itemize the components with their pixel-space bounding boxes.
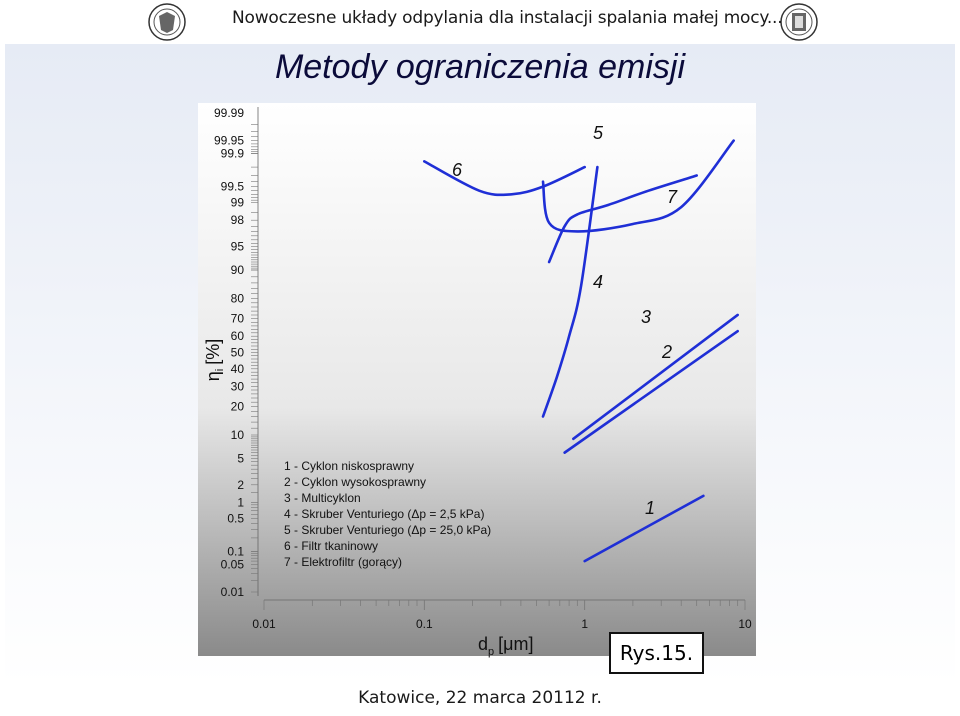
curve-7 [541, 139, 735, 233]
y-tick-label: 0.5 [227, 511, 244, 525]
university-crest-left-icon [148, 3, 186, 41]
curve-2 [572, 313, 739, 441]
legend-entry: 2 - Cyklon wysokosprawny [284, 475, 426, 489]
x-axis-unit: [μm] [498, 634, 533, 654]
y-axis-unit: [%] [203, 339, 223, 365]
y-tick-label: 2 [237, 478, 244, 492]
y-tick-label: 99.99 [214, 106, 244, 120]
x-axis-symbol: d [478, 634, 488, 654]
header-bar: Nowoczesne układy odpylania dla instalac… [0, 0, 960, 42]
x-axis-subscript: p [488, 646, 494, 658]
y-axis: 0.01 0.050.1 0.5 1 2 5 10 20 30 40 50 60 70 80 90 95 98 9… [214, 106, 244, 599]
legend-entry: 5 - Skruber Venturiego (Δp = 25,0 kPa) [284, 523, 491, 537]
legend-entry: 4 - Skruber Venturiego (Δp = 2,5 kPa) [284, 507, 484, 521]
curve-label-1: 1 [645, 498, 655, 518]
y-tick-label: 1 [237, 495, 244, 509]
y-tick-label: 50 [231, 346, 245, 360]
y-tick-label: 60 [231, 329, 245, 343]
x-tick-label: 1 [581, 617, 588, 631]
footer: Katowice, 22 marca 20112 r. [358, 688, 602, 708]
legend-entry: 6 - Filtr tkaninowy [284, 539, 378, 553]
curve-label-5: 5 [593, 123, 604, 143]
x-tick-label: 10 [738, 617, 752, 631]
y-tick-label: 99.5 [221, 180, 245, 194]
y-tick-label: 90 [231, 263, 245, 277]
legend-entry: 1 - Cyklon niskosprawny [284, 459, 414, 473]
curve-label-7: 7 [667, 187, 678, 207]
curve-label-6: 6 [452, 160, 463, 180]
university-crest-right-icon [780, 3, 818, 41]
y-tick-label: 40 [231, 362, 245, 376]
x-axis-label: dp [μm] [478, 634, 534, 658]
y-tick-label: 0.1 [227, 545, 244, 559]
header-text: Nowoczesne układy odpylania dla instalac… [232, 8, 783, 28]
y-tick-label: 10 [231, 428, 245, 442]
y-axis-label: ηi [%] [203, 339, 226, 381]
curve-label-4: 4 [593, 272, 603, 292]
x-axis-ruler [263, 599, 746, 610]
y-axis-ruler [251, 107, 259, 596]
page-title: Metody ograniczenia emisji [274, 48, 686, 86]
curve-5 [547, 174, 698, 264]
curve-label-3: 3 [641, 307, 651, 327]
legend-entry: 3 - Multicyklon [284, 491, 361, 505]
x-tick-label: 0.1 [416, 617, 433, 631]
curves [423, 139, 739, 563]
legend-entry: 7 - Elektrofiltr (gorący) [284, 555, 402, 569]
y-tick-label: 99.9 [221, 147, 245, 161]
plot-area [198, 103, 756, 656]
y-tick-label: 99.95 [214, 134, 244, 148]
x-axis-labels: 0.01 0.1 1 10 [252, 617, 752, 631]
curve-label-2: 2 [661, 342, 672, 362]
y-tick-label: 99 [231, 196, 245, 210]
x-tick-label: 0.01 [252, 617, 276, 631]
y-tick-label: 95 [231, 240, 245, 254]
y-tick-label: 0.05 [221, 557, 245, 571]
curve-1 [583, 494, 705, 563]
y-axis-symbol: η [203, 371, 223, 381]
curve-6 [423, 160, 586, 197]
y-tick-label: 0.01 [221, 585, 245, 599]
y-tick-label: 80 [231, 291, 245, 305]
y-tick-label: 5 [237, 451, 244, 465]
legend: 1 - Cyklon niskosprawny 2 - Cyklon wysoko… [284, 459, 491, 569]
y-tick-label: 98 [231, 213, 245, 227]
y-tick-label: 30 [231, 379, 245, 393]
curve-3 [563, 329, 739, 454]
figure-label: Rys.15. [609, 632, 704, 674]
y-axis-subscript: i [214, 369, 226, 371]
y-tick-label: 20 [231, 400, 245, 414]
y-tick-label: 70 [231, 312, 245, 326]
